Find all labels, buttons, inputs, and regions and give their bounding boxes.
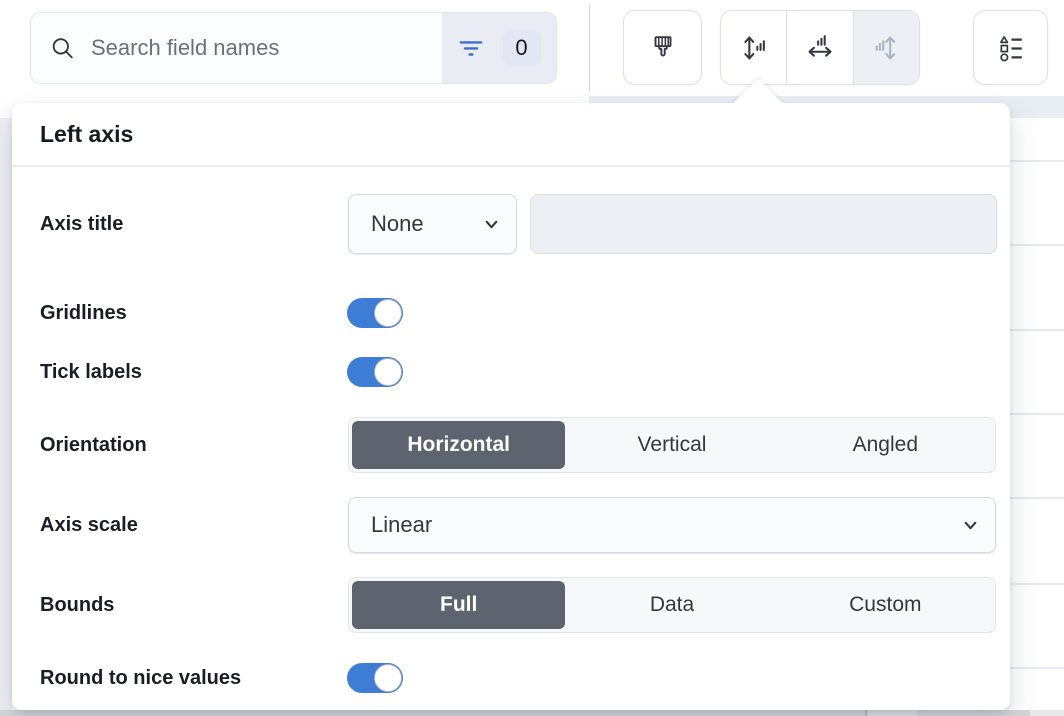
left-axis-popover: Left axis Axis title None Gridlines Tick… [12, 103, 1010, 710]
round-to-nice-values-toggle[interactable] [347, 663, 403, 693]
panel-divider [589, 4, 590, 92]
legend-button[interactable] [973, 10, 1048, 85]
bounds-button-group: Full Data Custom [348, 577, 996, 633]
visual-options-button[interactable] [623, 10, 702, 85]
axis-scale-label: Axis scale [40, 514, 138, 536]
popover-title: Left axis [40, 120, 134, 147]
axis-title-input[interactable] [530, 194, 997, 254]
axis-scale-value: Linear [371, 512, 433, 537]
filter-lines-icon[interactable] [458, 35, 484, 61]
round-to-nice-values-label: Round to nice values [40, 667, 242, 689]
bounds-full-button[interactable]: Full [352, 581, 566, 629]
chevron-down-icon [485, 220, 498, 228]
table-cell-highlight [868, 710, 917, 716]
orientation-vertical-button[interactable]: Vertical [565, 421, 778, 469]
chart-gridline [1010, 497, 1064, 499]
bottom-axis-icon [808, 34, 832, 57]
bounds-data-button[interactable]: Data [565, 581, 778, 629]
orientation-angled-button[interactable]: Angled [779, 421, 992, 469]
chart-gridline [1010, 667, 1064, 669]
axis-title-mode-select[interactable]: None [348, 194, 517, 254]
left-axis-button[interactable] [721, 11, 787, 84]
gridlines-label: Gridlines [40, 302, 127, 324]
page-background-left [0, 118, 12, 710]
axis-title-mode-value: None [371, 211, 424, 236]
field-filter-section[interactable]: 0 [442, 13, 556, 83]
chevron-down-icon [964, 521, 977, 529]
search-icon [52, 37, 73, 58]
gridlines-toggle[interactable] [347, 298, 403, 328]
chart-gridline [1010, 244, 1064, 246]
table-cell-highlight [1030, 710, 1064, 716]
chart-gridline [1010, 160, 1064, 162]
chart-area-behind-popover [1010, 118, 1064, 710]
chart-gridline [1010, 583, 1064, 585]
search-input[interactable] [91, 35, 391, 61]
table-strip-behind-popover [0, 710, 1064, 716]
toggle-knob [374, 299, 402, 327]
axis-scale-select[interactable]: Linear [348, 497, 996, 553]
field-search-box: 0 [30, 12, 557, 84]
bottom-axis-button[interactable] [786, 11, 853, 84]
chart-gridline [1010, 329, 1064, 331]
right-axis-button [852, 11, 919, 84]
left-axis-icon [744, 35, 765, 60]
bounds-label: Bounds [40, 594, 115, 616]
chart-gridline [1010, 413, 1064, 415]
axis-settings-button-group [720, 10, 920, 85]
orientation-horizontal-button[interactable]: Horizontal [352, 421, 566, 469]
popover-header: Left axis [12, 103, 1010, 167]
field-search-main [31, 13, 442, 83]
toggle-knob [374, 664, 402, 692]
bounds-custom-button[interactable]: Custom [779, 581, 992, 629]
tick-labels-toggle[interactable] [347, 357, 403, 387]
filter-count-badge: 0 [502, 31, 541, 65]
paint-brush-icon [654, 35, 671, 56]
toggle-knob [374, 358, 402, 386]
table-divider [865, 710, 867, 716]
tick-labels-label: Tick labels [40, 361, 142, 383]
orientation-button-group: Horizontal Vertical Angled [348, 417, 996, 473]
right-axis-icon [875, 35, 896, 60]
legend-list-icon [999, 35, 1022, 61]
axis-title-label: Axis title [40, 213, 124, 235]
orientation-label: Orientation [40, 434, 147, 456]
